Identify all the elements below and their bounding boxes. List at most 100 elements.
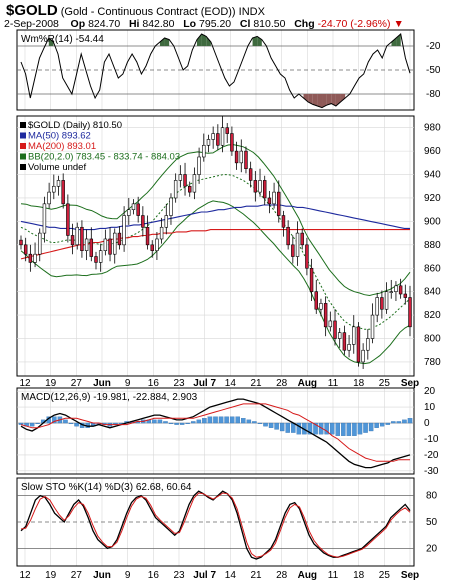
wm-oversold-fill <box>326 94 332 106</box>
candle-down <box>356 326 361 363</box>
change-value: -24.70 (-2.96%) <box>317 18 391 30</box>
candle-down <box>253 180 258 193</box>
wm-oversold-fill <box>312 94 318 106</box>
macd-signal-line <box>20 403 410 462</box>
macd-histogram-bar <box>257 422 263 424</box>
macd-histogram-bar <box>307 422 313 435</box>
exchange: INDX <box>238 6 265 18</box>
candle-down <box>216 133 220 146</box>
candle-up <box>202 144 206 158</box>
candle-up <box>258 180 262 193</box>
candle-up <box>197 156 201 175</box>
wm-overbought-fill <box>164 38 170 46</box>
price-legend-entry: MA(200) 893.01 <box>28 141 96 152</box>
candle-up <box>272 191 276 205</box>
candle-down <box>108 238 112 255</box>
low-value: 795.20 <box>199 18 232 30</box>
x-tick-label-bottom: 28 <box>276 570 288 581</box>
candle-up <box>155 238 159 251</box>
macd-y-tick-label: -10 <box>424 434 439 445</box>
price-y-tick-label: 820 <box>424 310 441 321</box>
price-legend-entry: BB(20,2.0) 783.45 - 833.74 - 884.03 <box>28 152 180 163</box>
candle-down <box>380 297 384 310</box>
wm-overbought-fill <box>201 34 207 46</box>
macd-histogram-bar <box>363 422 368 433</box>
price-y-tick-label: 980 <box>424 123 441 134</box>
x-tick-label-bottom: 16 <box>148 570 160 581</box>
macd-histogram-bar <box>74 422 79 427</box>
macd-histogram-bar <box>352 422 357 436</box>
wm-line <box>20 33 411 109</box>
candle-down <box>145 226 150 246</box>
macd-histogram-bar <box>213 416 218 424</box>
x-tick-label-bottom: 18 <box>353 570 365 581</box>
chart-title: $GOLD (Gold - Continuous Contract (EOD))… <box>6 2 265 19</box>
candle-up <box>295 232 300 257</box>
candle-down <box>300 232 304 246</box>
macd-legend: MACD(12,26,9) -19.981, -22.884, 2.903 <box>21 392 198 403</box>
candle-down <box>291 244 295 257</box>
candle-down <box>309 267 314 292</box>
price-y-tick-label: 960 <box>424 146 441 157</box>
candle-up <box>352 326 356 345</box>
candle-down <box>305 244 309 269</box>
x-tick-label-price: 9 <box>125 378 131 389</box>
candle-down <box>23 244 28 255</box>
macd-histogram-bar <box>168 422 174 424</box>
open-value: 824.70 <box>88 18 121 30</box>
candle-up <box>164 215 169 228</box>
price-legend-entry: Volume undef <box>28 162 86 173</box>
price-y-tick-label: 940 <box>424 170 441 181</box>
candle-up <box>173 180 178 199</box>
wm-oversold-fill <box>322 94 327 108</box>
open-label: Op <box>70 18 86 30</box>
price-y-tick-label: 780 <box>424 357 441 368</box>
price-y-tick-label: 900 <box>424 216 441 227</box>
candle-up <box>42 203 47 234</box>
candle-up <box>384 291 389 310</box>
close-label: Cl <box>239 18 251 30</box>
macd-histogram-bar <box>207 416 213 424</box>
price-legend-entry: MA(50) 893.62 <box>28 131 91 142</box>
candle-up <box>319 303 323 310</box>
macd-histogram-bar <box>368 422 374 432</box>
candle-down <box>94 256 98 263</box>
candle-down <box>267 197 272 205</box>
stochastic-k-line <box>20 490 411 560</box>
price-legend-swatch <box>20 153 26 160</box>
x-tick-label-price: 19 <box>45 378 57 389</box>
wm-overbought-fill <box>48 38 54 46</box>
candle-down <box>150 244 154 251</box>
macd-histogram-bar <box>174 422 179 425</box>
macd-y-tick-label: 10 <box>424 402 436 413</box>
macd-histogram-bar <box>274 422 279 430</box>
candle-down <box>281 215 286 228</box>
x-tick-label-bottom: 21 <box>250 570 262 581</box>
wm-y-tick-label: -50 <box>426 65 441 76</box>
candle-up <box>122 215 126 246</box>
macd-histogram-bar <box>268 422 274 428</box>
high-label: Hi <box>128 18 140 30</box>
candle-up <box>361 349 365 363</box>
chart-marks <box>18 33 413 560</box>
candle-up <box>113 232 117 255</box>
high-value: 842.80 <box>142 18 175 30</box>
price-y-tick-label: 880 <box>424 240 441 251</box>
candle-down <box>66 203 70 236</box>
wm-oversold-fill <box>331 94 336 106</box>
candle-down <box>117 232 122 246</box>
candle-down <box>314 291 318 310</box>
wm-y-tick-label: -20 <box>426 41 441 52</box>
x-tick-label-price: Jun <box>93 378 111 389</box>
macd-histogram-bar <box>218 416 224 424</box>
macd-histogram-bar <box>335 422 341 436</box>
candle-up <box>370 314 375 339</box>
candle-down <box>248 168 253 181</box>
macd-histogram-bar <box>68 422 74 424</box>
macd-histogram-bar <box>385 422 391 425</box>
candle-up <box>103 238 108 251</box>
macd-histogram-bar <box>235 416 240 424</box>
close-value: 810.50 <box>253 18 286 30</box>
macd-histogram-bar <box>296 422 302 435</box>
